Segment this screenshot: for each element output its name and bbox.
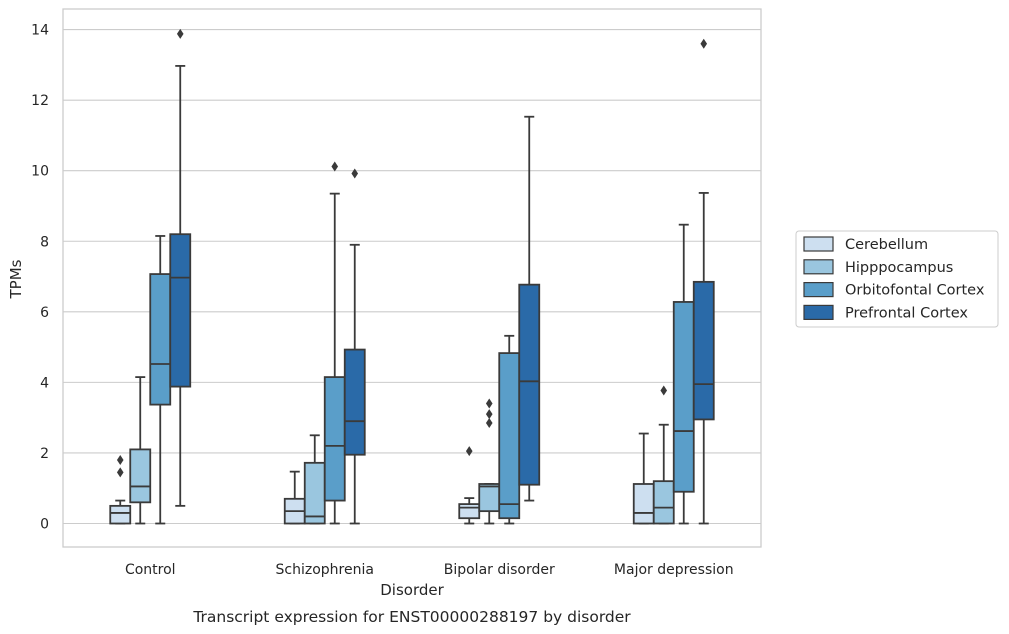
x-axis-ticks: Control Schizophrenia Bipolar disorder Majo… bbox=[125, 562, 734, 578]
box-4-4 bbox=[692, 38, 715, 525]
legend-label: Cerebellum bbox=[845, 237, 928, 253]
legend-item-4: Prefrontal Cortex bbox=[803, 304, 968, 321]
box-body bbox=[632, 483, 655, 525]
x-tick-label-3: Bipolar disorder bbox=[444, 562, 555, 578]
box-4-1 bbox=[169, 28, 192, 507]
y-tick-label-4: 4 bbox=[40, 375, 49, 391]
legend-item-2: Hipppocampus bbox=[803, 259, 953, 276]
y-tick-label-8: 8 bbox=[40, 234, 49, 250]
box-1-1 bbox=[109, 454, 132, 525]
outlier-point-1 bbox=[485, 417, 493, 428]
legend: Cerebellum Hipppocampus Orbitofontal Corte… bbox=[795, 230, 999, 328]
plot-frame bbox=[62, 8, 762, 548]
box-4-3 bbox=[518, 115, 541, 502]
legend-swatch bbox=[803, 282, 834, 298]
box-body bbox=[129, 448, 152, 504]
y-tick-label-12: 12 bbox=[31, 93, 49, 109]
y-tick-label-14: 14 bbox=[31, 23, 49, 39]
box-body bbox=[169, 233, 192, 388]
box-body bbox=[672, 301, 695, 493]
outlier-point-1 bbox=[176, 28, 184, 39]
y-tick-label-10: 10 bbox=[31, 164, 49, 180]
box-body bbox=[478, 483, 501, 513]
boxes-layer bbox=[109, 28, 715, 525]
outlier-point-1 bbox=[331, 161, 339, 172]
box-body bbox=[652, 480, 675, 525]
outlier-point-2 bbox=[116, 454, 124, 465]
box-2-3 bbox=[478, 398, 501, 525]
outlier-point-2 bbox=[485, 409, 493, 420]
y-tick-label-0: 0 bbox=[40, 517, 49, 533]
box-3-4 bbox=[672, 223, 695, 525]
box-body bbox=[149, 273, 172, 406]
box-1-4 bbox=[632, 432, 655, 525]
legend-swatch bbox=[803, 259, 834, 275]
outlier-point-1 bbox=[465, 446, 473, 457]
outlier-point-1 bbox=[660, 385, 668, 396]
box-2-1 bbox=[129, 376, 152, 525]
chart-caption: Transcript expression for ENST0000028819… bbox=[192, 608, 631, 626]
legend-frame bbox=[795, 230, 999, 328]
box-body bbox=[458, 503, 481, 520]
y-tick-label-2: 2 bbox=[40, 446, 49, 462]
box-body bbox=[303, 461, 326, 525]
legend-label: Prefrontal Cortex bbox=[845, 305, 968, 321]
box-3-1 bbox=[149, 235, 172, 525]
box-body bbox=[692, 280, 715, 421]
x-tick-label-4: Major depression bbox=[614, 562, 734, 578]
outlier-point-1 bbox=[700, 38, 708, 49]
legend-swatch bbox=[803, 304, 834, 320]
box-1-3 bbox=[458, 446, 481, 525]
box-3-3 bbox=[498, 334, 521, 525]
legend-item-1: Cerebellum bbox=[803, 236, 928, 253]
box-body bbox=[518, 283, 541, 486]
y-tick-label-6: 6 bbox=[40, 305, 49, 321]
box-4-2 bbox=[343, 168, 366, 525]
outlier-point-3 bbox=[485, 398, 493, 409]
box-2-4 bbox=[652, 385, 675, 525]
outlier-point-1 bbox=[116, 467, 124, 478]
box-body bbox=[343, 348, 366, 456]
legend-label: Hipppocampus bbox=[845, 260, 953, 276]
y-axis-title: TPMs bbox=[7, 259, 25, 299]
legend-swatch bbox=[803, 236, 834, 252]
legend-label: Orbitofontal Cortex bbox=[845, 283, 985, 299]
x-tick-label-2: Schizophrenia bbox=[276, 562, 374, 578]
box-body bbox=[323, 376, 346, 502]
x-axis-title: Disorder bbox=[380, 581, 444, 599]
box-body bbox=[109, 504, 132, 525]
legend-item-3: Orbitofontal Cortex bbox=[803, 282, 985, 299]
box-body bbox=[498, 352, 521, 520]
x-tick-label-1: Control bbox=[125, 562, 176, 578]
outlier-point-1 bbox=[351, 168, 359, 179]
y-axis-ticks: 0 2 4 6 8 10 12 14 bbox=[31, 23, 49, 533]
